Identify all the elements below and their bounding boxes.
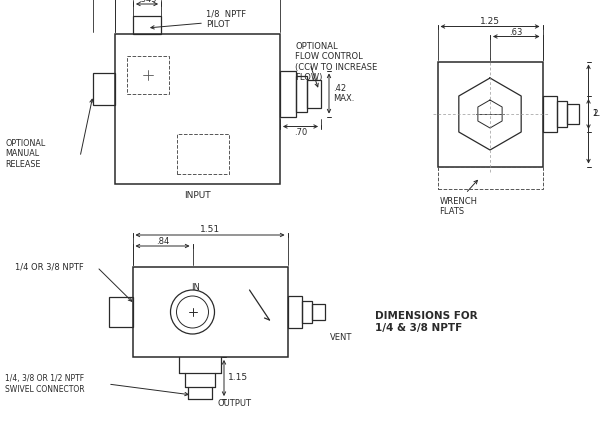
Bar	[109, 297, 133, 327]
Text: WRENCH
FLATS: WRENCH FLATS	[439, 197, 478, 216]
Text: 1/4, 3/8 OR 1/2 NPTF
SWIVEL CONNECTOR: 1/4, 3/8 OR 1/2 NPTF SWIVEL CONNECTOR	[5, 374, 85, 394]
Text: OPTIONAL
FLOW CONTROL
(CCW TO INCREASE
FLOW): OPTIONAL FLOW CONTROL (CCW TO INCREASE F…	[295, 42, 377, 82]
Bar	[437, 167, 542, 189]
Bar	[115, 34, 280, 184]
Text: .63: .63	[509, 28, 523, 37]
Text: VENT: VENT	[329, 333, 352, 343]
Bar	[280, 70, 296, 116]
Bar	[93, 73, 115, 105]
Bar	[542, 96, 557, 132]
Text: INPUT: INPUT	[184, 192, 211, 200]
Text: 1/4 OR 3/8 NPTF: 1/4 OR 3/8 NPTF	[15, 262, 84, 271]
Text: 1.15: 1.15	[228, 373, 248, 382]
Bar	[176, 134, 229, 174]
Text: .84: .84	[156, 238, 169, 246]
Text: 1.51: 1.51	[200, 225, 220, 235]
Text: OUTPUT: OUTPUT	[218, 400, 252, 408]
Bar	[566, 104, 578, 124]
Bar	[287, 296, 302, 328]
Bar	[437, 62, 542, 167]
Bar	[127, 56, 169, 94]
Bar	[133, 16, 161, 34]
Text: 1.25: 1.25	[480, 17, 500, 26]
Bar	[133, 267, 287, 357]
Text: .42
MAX.: .42 MAX.	[333, 84, 355, 103]
Bar	[557, 101, 566, 127]
Bar	[307, 79, 321, 108]
Text: OPTIONAL
MANUAL
RELEASE: OPTIONAL MANUAL RELEASE	[5, 139, 45, 169]
Text: .70: .70	[294, 128, 307, 137]
Text: 2.00: 2.00	[593, 109, 600, 119]
Text: 1/8  NPTF
PILOT: 1/8 NPTF PILOT	[206, 9, 246, 29]
Bar	[296, 76, 307, 111]
Text: 1.00: 1.00	[593, 109, 600, 119]
Bar	[311, 304, 325, 320]
Text: IN: IN	[191, 284, 200, 292]
Bar	[302, 301, 311, 323]
Text: DIMENSIONS FOR
1/4 & 3/8 NPTF: DIMENSIONS FOR 1/4 & 3/8 NPTF	[375, 311, 478, 333]
Text: .345: .345	[138, 0, 156, 5]
